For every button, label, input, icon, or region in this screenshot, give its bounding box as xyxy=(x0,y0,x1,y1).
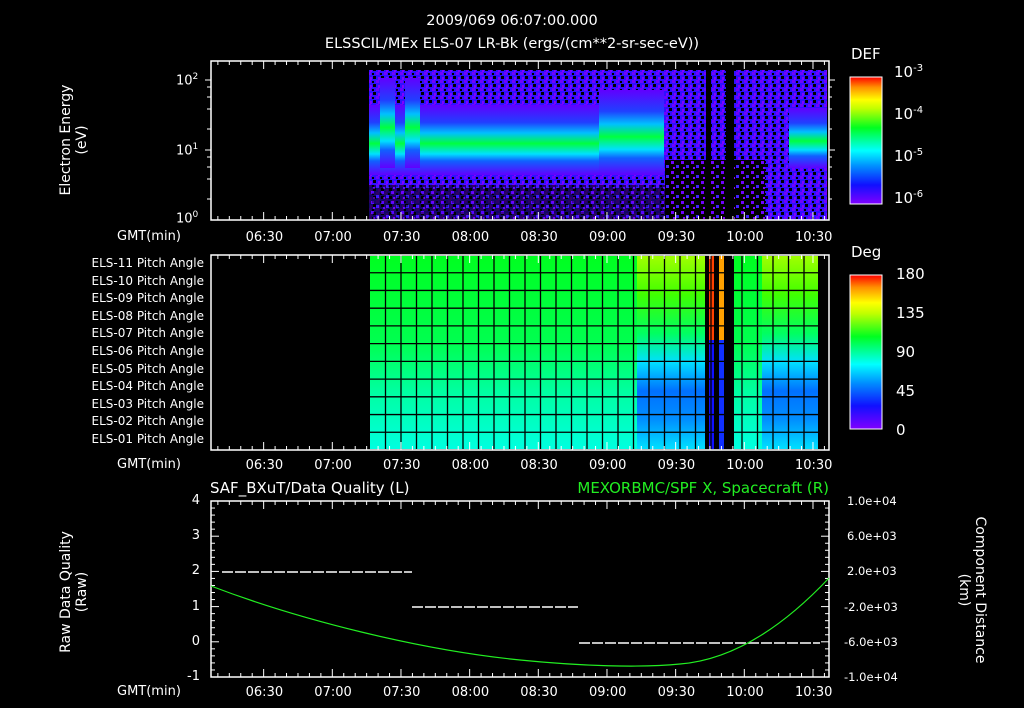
distance-ytick: -2.0e+03 xyxy=(844,599,898,614)
pitch-angle-row-label: ELS-03 Pitch Angle xyxy=(91,396,204,411)
time-tick-label: 10:00 xyxy=(726,685,764,700)
distance-ylabel: Component Distance (km) xyxy=(956,516,988,664)
distance-ytick: 1.0e+04 xyxy=(847,494,897,508)
data-quality-ytick: 0 xyxy=(191,633,200,649)
time-tick-label: 07:00 xyxy=(314,458,352,473)
time-tick-label: 06:30 xyxy=(245,230,284,245)
deg-tick-0: 0 xyxy=(896,421,906,439)
data-quality-ytick: 3 xyxy=(191,528,200,544)
spf-x-series xyxy=(210,577,830,667)
time-tick-label: 07:30 xyxy=(382,230,421,245)
def-tick-1e-3: 10-3 xyxy=(894,63,924,81)
spf-x-title: MEXORBMC/SPF X, Spacecraft (R) xyxy=(577,479,829,497)
time-tick-label: 08:00 xyxy=(451,230,490,245)
time-tick-label: 08:30 xyxy=(520,458,558,473)
time-tick-label: 07:00 xyxy=(314,230,352,245)
plot-timestamp: 2009/069 06:07:00.000 xyxy=(426,13,598,29)
data-quality-title: SAF_BXuT/Data Quality (L) xyxy=(210,479,410,497)
time-tick-label: 06:30 xyxy=(245,458,284,473)
time-tick-label: 06:30 xyxy=(245,685,284,700)
time-axis-label-3: GMT(min) xyxy=(117,684,181,699)
pitch-angle-row-label: ELS-06 Pitch Angle xyxy=(91,344,204,358)
time-axis-label-2: GMT(min) xyxy=(117,457,181,472)
pitch-angle-row-label: ELS-05 Pitch Angle xyxy=(91,361,204,376)
def-tick-1e-6: 10-6 xyxy=(894,189,924,207)
time-tick-label: 08:00 xyxy=(451,458,490,473)
data-quality-ylabel: Raw Data Quality (Raw) xyxy=(58,531,90,653)
time-tick-label: 08:30 xyxy=(520,230,558,245)
data-quality-ytick: 1 xyxy=(191,598,200,614)
pitch-angle-row-label: ELS-07 Pitch Angle xyxy=(91,326,204,341)
energy-tick-100: 102 xyxy=(176,72,199,89)
time-tick-label: 09:00 xyxy=(588,458,627,473)
deg-colorbar-title: Deg xyxy=(851,243,882,261)
pitch-angle-row-label: ELS-08 Pitch Angle xyxy=(91,308,204,323)
time-tick-label: 07:30 xyxy=(382,685,421,700)
time-tick-label: 10:30 xyxy=(794,685,833,700)
time-tick-label: 09:00 xyxy=(588,230,627,245)
time-tick-label: 09:30 xyxy=(657,230,696,245)
pitch-angle-row-label: ELS-02 Pitch Angle xyxy=(91,414,204,429)
data-quality-ytick: 2 xyxy=(191,563,200,579)
data-quality-ytick: 4 xyxy=(191,493,200,508)
def-colorbar-title: DEF xyxy=(851,45,881,63)
data-quality-ytick: -1 xyxy=(187,669,200,684)
pitch-angle-panel xyxy=(370,256,828,449)
time-tick-label: 09:30 xyxy=(657,458,696,473)
time-tick-label: 07:00 xyxy=(314,685,352,700)
energy-ylabel: Electron Energy (eV) xyxy=(58,84,90,196)
time-tick-label: 10:00 xyxy=(726,230,764,245)
time-tick-label: 09:00 xyxy=(588,685,627,700)
distance-ytick: -1.0e+04 xyxy=(844,670,898,684)
time-tick-label: 10:30 xyxy=(794,458,833,473)
energy-tick-1: 100 xyxy=(176,210,199,227)
deg-tick-180: 180 xyxy=(896,265,925,283)
def-colorbar xyxy=(849,76,883,205)
pitch-angle-row-label: ELS-10 Pitch Angle xyxy=(91,273,204,288)
data-quality-series xyxy=(222,571,820,644)
spectrogram-panel xyxy=(212,62,827,220)
deg-tick-45: 45 xyxy=(896,382,916,400)
deg-colorbar xyxy=(849,274,883,430)
time-tick-label: 07:30 xyxy=(382,458,421,473)
distance-ytick: 6.0e+03 xyxy=(847,529,897,544)
pitch-angle-row-label: ELS-09 Pitch Angle xyxy=(91,291,204,306)
plot-title: ELSSCIL/MEx ELS-07 LR-Bk (ergs/(cm**2-sr… xyxy=(324,36,700,52)
time-tick-label: 10:30 xyxy=(794,230,833,245)
deg-tick-90: 90 xyxy=(896,343,916,361)
time-tick-label: 08:00 xyxy=(451,685,490,700)
distance-ytick: -6.0e+03 xyxy=(844,634,898,649)
time-axis-label-1: GMT(min) xyxy=(117,229,181,244)
def-tick-1e-5: 10-5 xyxy=(894,147,924,165)
time-tick-label: 09:30 xyxy=(657,685,696,700)
pitch-angle-row-label: ELS-04 Pitch Angle xyxy=(91,379,204,394)
energy-tick-10: 101 xyxy=(176,142,199,159)
time-tick-label: 08:30 xyxy=(520,685,558,700)
pitch-angle-row-label: ELS-11 Pitch Angle xyxy=(91,256,204,270)
distance-ytick: 2.0e+03 xyxy=(847,564,897,579)
pitch-angle-row-label: ELS-01 Pitch Angle xyxy=(91,432,204,446)
deg-tick-135: 135 xyxy=(896,304,925,322)
time-tick-label: 10:00 xyxy=(726,458,764,473)
def-tick-1e-4: 10-4 xyxy=(894,105,924,123)
